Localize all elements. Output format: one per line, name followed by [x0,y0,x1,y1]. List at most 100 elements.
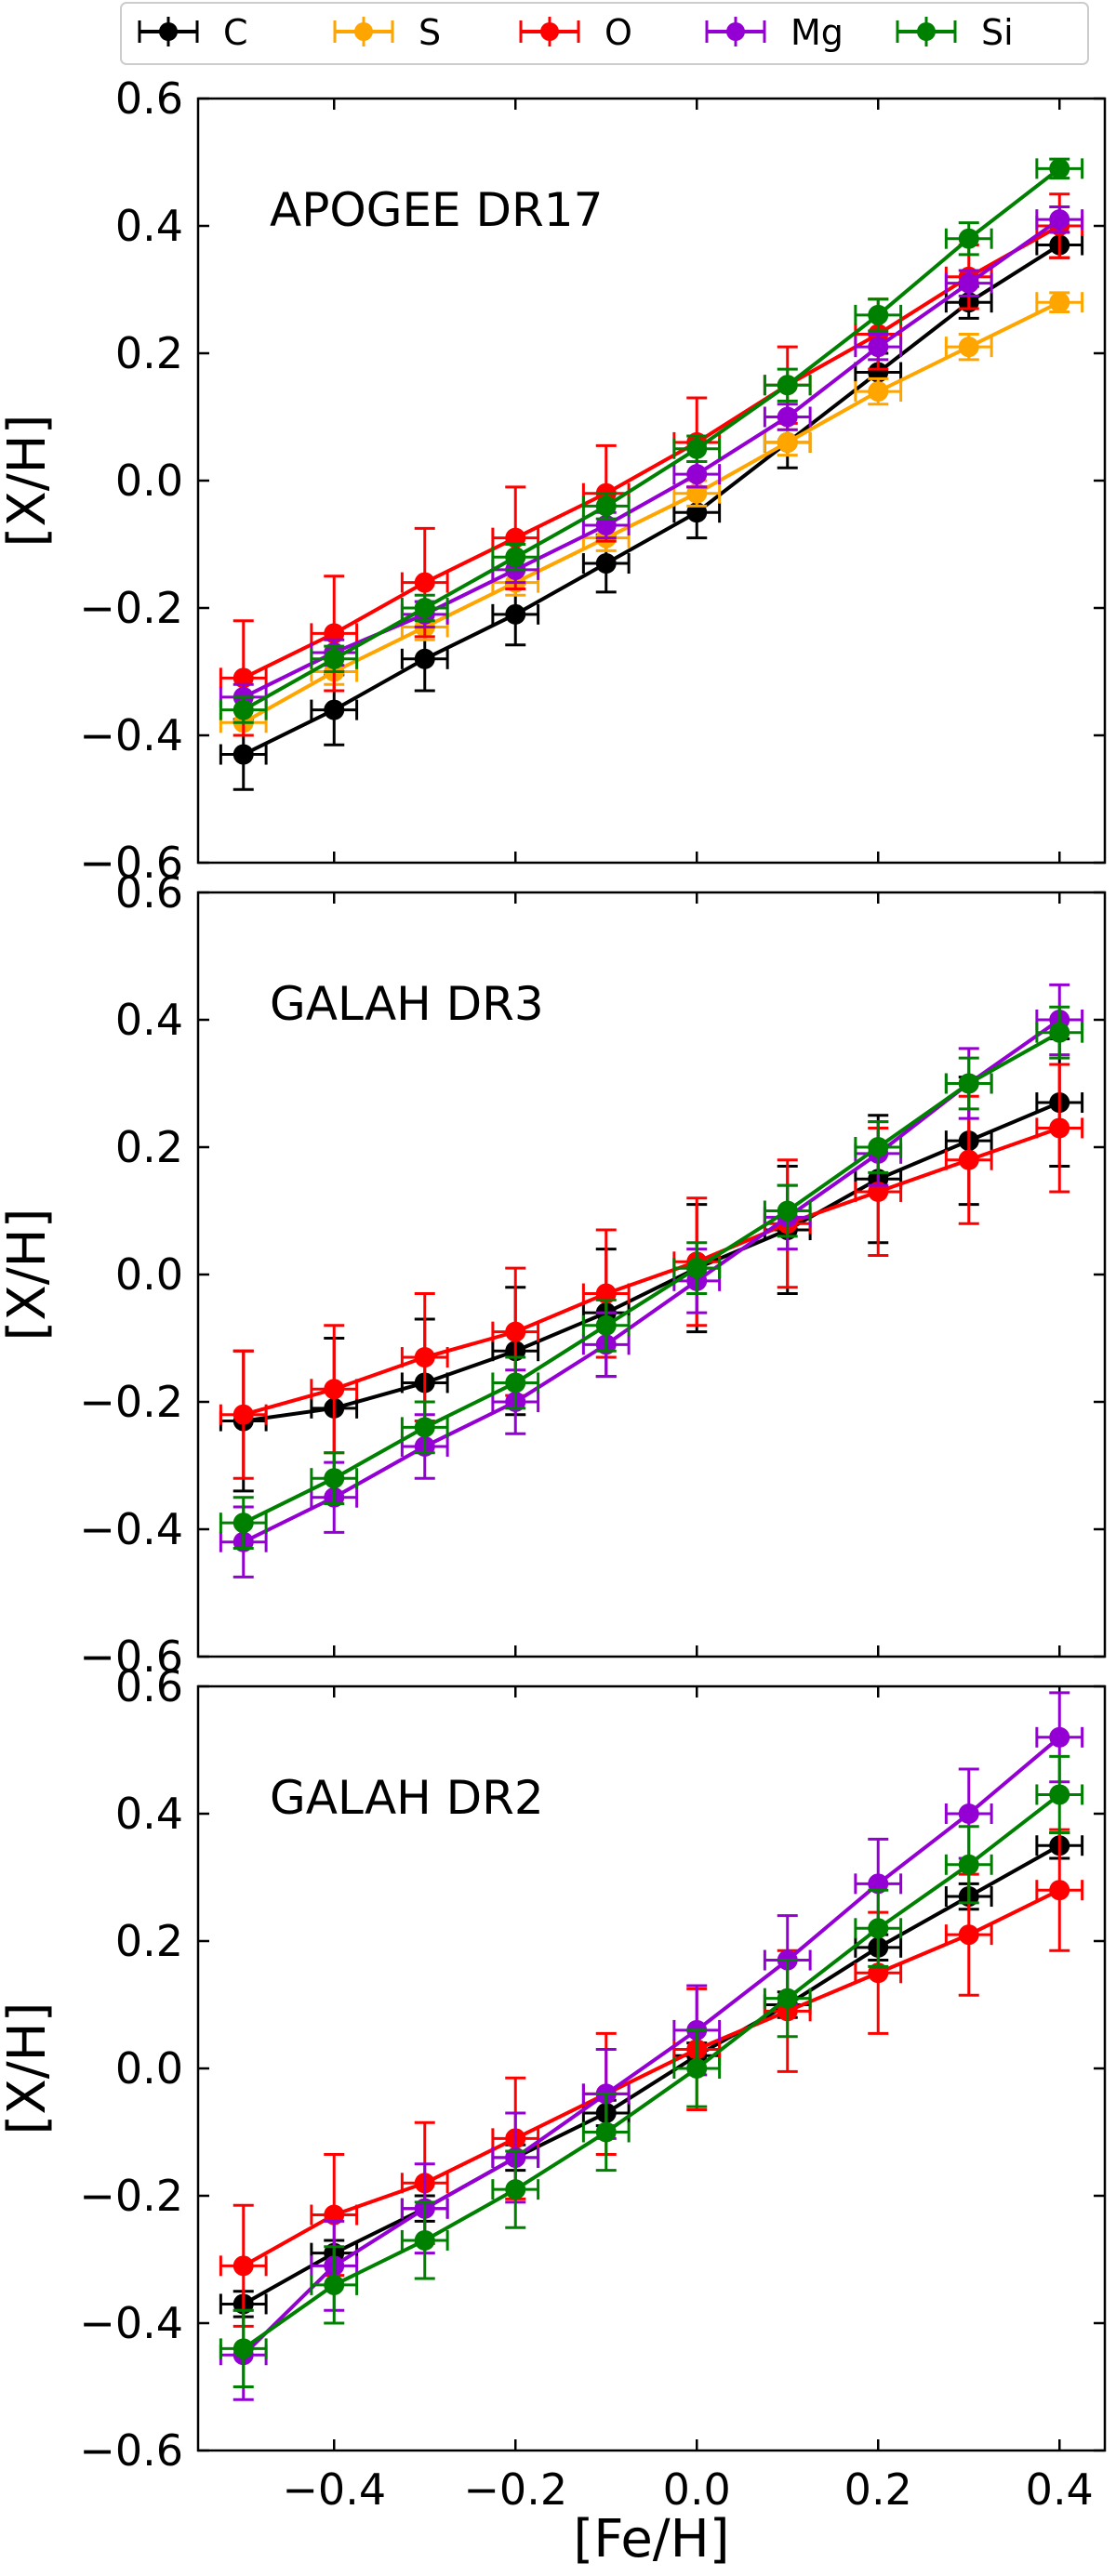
y-tick-label: −0.4 [79,710,183,760]
data-point [505,2179,526,2200]
data-point [958,1924,979,1946]
data-point [958,1149,979,1170]
data-point [868,304,889,325]
y-tick-label: 0.4 [115,1789,183,1839]
series-line [243,1126,1060,1417]
data-point [958,1854,979,1875]
legend: C S O Mg Si [120,2,1089,65]
y-tick-label: −0.2 [79,1377,183,1427]
series-c [219,231,1084,791]
data-point [777,1988,798,2009]
data-point [232,1404,254,1425]
series-si [219,1754,1084,2388]
data-point [414,572,435,593]
data-point [414,598,435,618]
series-line [242,1030,1061,1525]
data-point [324,648,345,669]
y-tick-label: −0.4 [79,1504,183,1554]
data-point [686,2058,708,2079]
legend-entry-mg: Mg [705,12,844,53]
series-line [242,1736,1061,2357]
data-point [1049,1022,1070,1043]
y-tick-label: 0.4 [115,201,183,251]
data-point [868,1918,889,1939]
data-point [1049,1726,1070,1748]
x-tick-label: −0.2 [463,2464,567,2515]
y-axis-label: [X/H] [0,1208,58,1341]
data-point [958,272,979,294]
data-point [686,464,708,485]
series-line [242,1018,1061,1544]
series-o [219,1063,1084,1480]
y-tick-label: 0.6 [115,867,183,918]
y-tick-label: −0.6 [79,838,183,888]
data-point [868,337,889,358]
data-point [414,1417,435,1438]
data-point [958,337,979,358]
panel-3: −0.6 −0.4 −0.2 0.0 0.2 0.4 0.6 −0.4 −0.2 0.0 0.2 0.… [0,1661,1107,2515]
x-tick-label: −0.4 [282,2464,386,2515]
data-point [595,1314,617,1336]
data-point [868,1137,889,1157]
legend-entry-si: Si [896,12,1014,53]
data-point [1049,158,1070,179]
data-point [595,553,617,575]
y-tick-label: 0.0 [115,2043,183,2094]
data-point [324,699,345,720]
series-line [242,300,1061,725]
x-tick-label: 0.2 [844,2464,912,2515]
series-line [242,243,1061,757]
data-point [777,431,798,453]
panel-1: −0.6 −0.4 −0.2 0.0 0.2 0.4 0.6 [X/H] APOGEE DR17 [0,73,1107,888]
y-tick-label: 0.6 [115,1661,183,1711]
series-line [242,1792,1061,2351]
y-tick-label: −0.6 [79,2425,183,2476]
series-s [219,291,1084,737]
y-tick-label: 0.2 [115,328,183,378]
data-point [505,1372,526,1394]
data-point [595,495,617,517]
data-point [1049,1117,1070,1139]
y-tick-label: 0.0 [115,1249,183,1300]
data-point [232,744,254,765]
data-point [414,1347,435,1368]
legend-marker [159,22,178,41]
panel-title: GALAH DR2 [270,1771,544,1825]
data-point [232,699,254,720]
data-point [868,381,889,403]
y-tick-label: 0.0 [115,456,183,506]
legend-label: Mg [790,12,844,53]
data-point [232,2255,254,2277]
series-line [242,224,1061,680]
series-o [219,192,1084,737]
y-tick-label: −0.2 [79,583,183,633]
x-axis-label: [Fe/H] [573,2509,729,2569]
legend-marker [917,22,936,41]
y-tick-label: 0.6 [115,73,183,124]
legend-marker [354,22,373,41]
data-point [414,648,435,669]
x-tick-label: 0.4 [1026,2464,1094,2515]
data-point [414,2229,435,2251]
data-point [1049,1880,1070,1901]
panel-title: APOGEE DR17 [270,183,603,237]
data-point [595,2121,617,2143]
series-line [242,1843,1061,2306]
panel-title: GALAH DR3 [270,977,544,1031]
data-point [1049,292,1070,313]
y-tick-label: −0.6 [79,1631,183,1682]
series-line [243,1101,1061,1423]
y-tick-label: 0.2 [115,1122,183,1172]
data-point [324,1379,345,1400]
data-point [1049,209,1070,231]
series-mg [219,983,1084,1579]
data-point [505,603,526,625]
data-point [232,1513,254,1534]
data-point [777,1200,798,1222]
data-point [686,438,708,459]
data-point [777,406,798,428]
series-line [242,1888,1061,2268]
data-point [1049,1784,1070,1805]
legend-entry-s: S [333,12,441,53]
data-point [958,1073,979,1094]
